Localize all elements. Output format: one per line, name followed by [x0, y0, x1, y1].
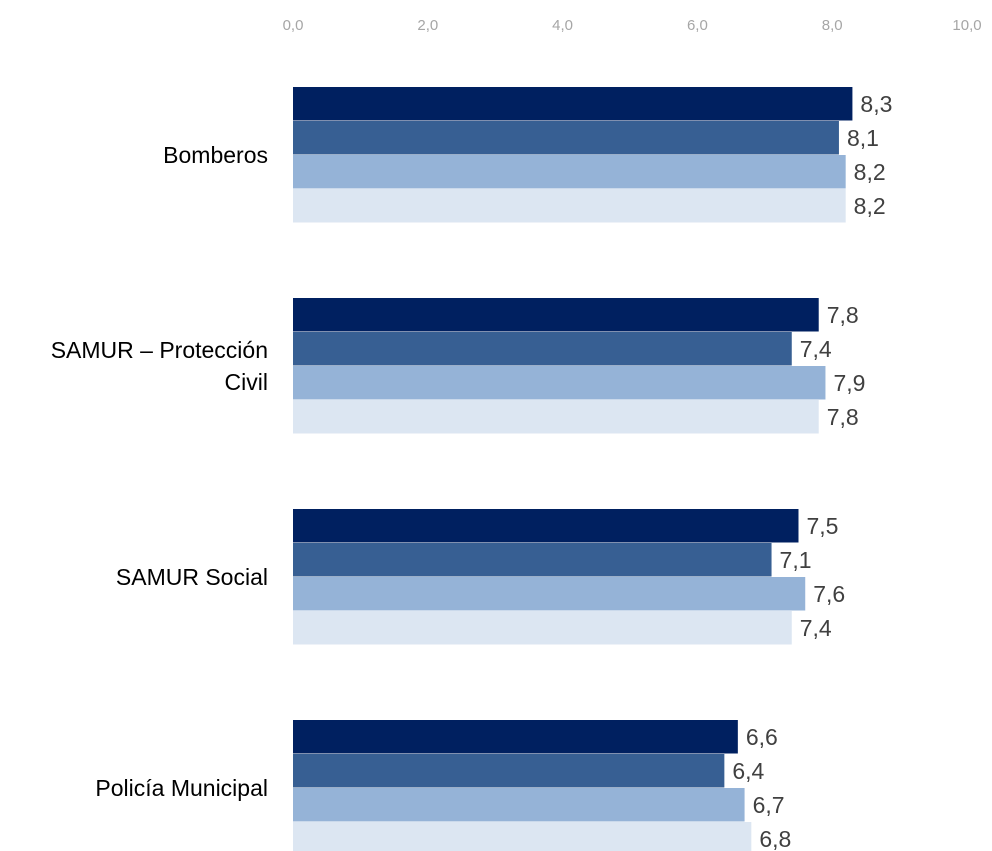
category-label: SAMUR – Protección Civil	[51, 337, 268, 395]
bar	[293, 189, 846, 223]
bar	[293, 121, 839, 155]
bar	[293, 543, 772, 577]
x-tick-label: 0,0	[283, 17, 304, 34]
data-label: 7,4	[800, 615, 832, 641]
x-tick-label: 8,0	[822, 17, 843, 34]
bar	[293, 822, 752, 851]
data-label: 7,5	[807, 513, 839, 539]
data-label: 8,2	[854, 159, 886, 185]
x-tick-label: 6,0	[687, 17, 708, 34]
data-label: 7,1	[780, 547, 812, 573]
data-label: 8,1	[847, 125, 879, 151]
category-labels: Bomberos SAMUR – Protección Civil SAMUR Soc…	[51, 142, 268, 801]
category-label: SAMUR Social	[116, 564, 268, 590]
bar	[293, 400, 819, 434]
category-label-line: SAMUR Social	[116, 564, 268, 590]
category-label-line: Bomberos	[163, 142, 268, 168]
category-label: Bomberos	[163, 142, 268, 168]
bar	[293, 298, 819, 332]
data-label: 7,6	[813, 581, 845, 607]
x-tick-label: 4,0	[552, 17, 573, 34]
bar	[293, 366, 826, 400]
x-tick-label: 2,0	[417, 17, 438, 34]
category-label: Policía Municipal	[95, 775, 268, 801]
data-label: 6,7	[753, 792, 785, 818]
bar	[293, 754, 725, 788]
value-labels: 8,38,18,28,27,87,47,97,87,57,17,67,46,66…	[732, 91, 892, 851]
x-tick-label: 10,0	[952, 17, 981, 34]
bar	[293, 87, 853, 121]
bar	[293, 788, 745, 822]
bar	[293, 332, 792, 366]
data-label: 7,9	[833, 370, 865, 396]
bar	[293, 611, 792, 645]
category-label-line: Civil	[225, 369, 268, 395]
bar	[293, 720, 738, 754]
data-label: 8,2	[854, 193, 886, 219]
bar	[293, 577, 806, 611]
data-label: 7,4	[800, 336, 832, 362]
data-label: 8,3	[860, 91, 892, 117]
bar	[293, 155, 846, 189]
category-label-line: Policía Municipal	[95, 775, 268, 801]
data-label: 6,4	[732, 758, 764, 784]
data-label: 6,6	[746, 724, 778, 750]
category-label-line: SAMUR – Protección	[51, 337, 268, 363]
x-axis-tick-labels: 0,0 2,0 4,0 6,0 8,0 10,0	[283, 17, 982, 34]
bars	[293, 87, 853, 851]
data-label: 7,8	[827, 404, 859, 430]
data-label: 7,8	[827, 302, 859, 328]
bar	[293, 509, 799, 543]
data-label: 6,8	[759, 826, 791, 851]
